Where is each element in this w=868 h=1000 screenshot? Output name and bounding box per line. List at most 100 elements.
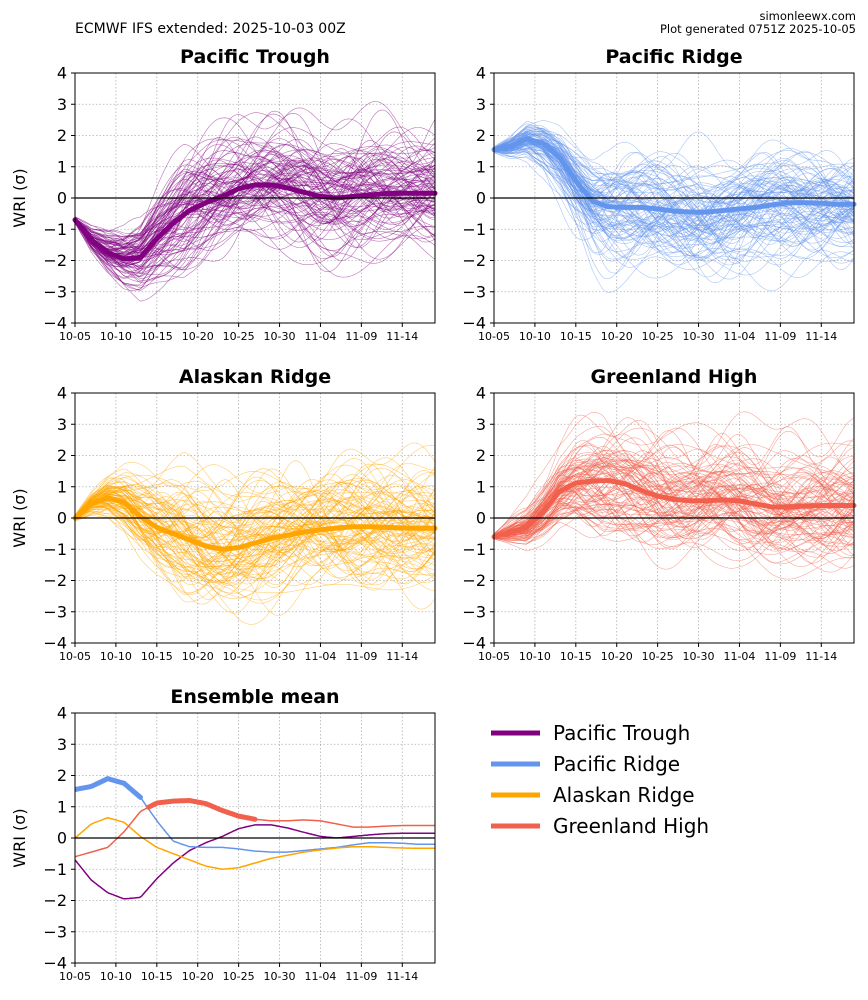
mean-series-line xyxy=(75,817,435,870)
ensemble-member-line xyxy=(75,184,435,267)
ensemble-member-line xyxy=(494,497,854,552)
ensemble-member-line xyxy=(494,143,854,241)
x-tick-label: 11-04 xyxy=(304,650,336,663)
mean-series-line xyxy=(75,799,435,858)
y-tick-label: 4 xyxy=(57,384,67,403)
y-tick-label: −1 xyxy=(43,860,67,879)
x-tick-label: 11-14 xyxy=(805,650,837,663)
ensemble-member-line xyxy=(494,146,854,240)
legend-label: Greenland High xyxy=(553,814,709,838)
ensemble-member-line xyxy=(494,422,854,534)
y-tick-label: 2 xyxy=(57,766,67,785)
y-tick-label: −1 xyxy=(462,540,486,559)
x-tick-label: 10-25 xyxy=(223,650,255,663)
ensemble-member-line xyxy=(494,130,854,197)
ensemble-member-line xyxy=(494,137,854,198)
ensemble-member-line xyxy=(494,484,854,539)
ensemble-member-line xyxy=(494,138,854,260)
mean-series-line xyxy=(75,824,435,900)
ensemble-members xyxy=(494,411,854,580)
ensemble-member-line xyxy=(75,474,435,568)
mean-series xyxy=(75,775,435,900)
ensemble-mean-line xyxy=(491,478,857,540)
ensemble-member-line xyxy=(494,140,854,276)
ensemble-member-line xyxy=(75,487,435,586)
y-tick-label: −3 xyxy=(43,922,67,941)
ensemble-member-line xyxy=(494,414,854,535)
ensemble-member-line xyxy=(75,151,435,264)
y-tick-label: 1 xyxy=(57,477,67,496)
y-tick-label: −4 xyxy=(43,634,67,653)
y-tick-label: 3 xyxy=(57,735,67,754)
ensemble-member-line xyxy=(75,160,435,254)
panel-title: Pacific Trough xyxy=(180,46,330,68)
ensemble-member-line xyxy=(75,174,435,257)
x-tick-label: 10-25 xyxy=(642,330,674,343)
ensemble-member-line xyxy=(75,503,435,601)
x-tick-label: 10-20 xyxy=(601,650,633,663)
y-tick-label: −2 xyxy=(43,891,67,910)
ensemble-member-line xyxy=(494,131,854,226)
x-tick-label: 10-20 xyxy=(182,330,214,343)
ensemble-member-line xyxy=(75,212,435,287)
ensemble-member-line xyxy=(75,463,435,522)
y-tick-label: 2 xyxy=(476,446,486,465)
x-tick-label: 11-14 xyxy=(386,330,418,343)
y-tick-label: 3 xyxy=(476,415,486,434)
x-tick-label: 10-05 xyxy=(59,330,91,343)
ensemble-member-line xyxy=(75,512,435,599)
y-tick-label: −1 xyxy=(43,540,67,559)
ensemble-member-line xyxy=(494,472,854,554)
ensemble-member-line xyxy=(75,194,435,268)
x-tick-label: 10-20 xyxy=(601,330,633,343)
dominant-regime-segment xyxy=(146,797,258,822)
ensemble-member-line xyxy=(494,139,854,259)
ensemble-member-line xyxy=(494,495,854,537)
ensemble-member-line xyxy=(75,131,435,242)
ensemble-member-line xyxy=(494,427,854,537)
ensemble-member-line xyxy=(494,130,854,239)
y-tick-label: 0 xyxy=(476,189,486,208)
ensemble-member-line xyxy=(75,492,435,589)
ensemble-member-line xyxy=(494,411,854,535)
ensemble-member-line xyxy=(75,487,435,585)
legend: Pacific Trough Pacific Ridge Alaskan Ridge… xyxy=(491,721,709,838)
y-tick-label: −3 xyxy=(43,602,67,621)
y-tick-label: 0 xyxy=(476,509,486,528)
site-credit: simonleewx.com xyxy=(759,9,857,23)
y-tick-label: 3 xyxy=(57,415,67,434)
ensemble-member-line xyxy=(75,159,435,254)
ensemble-member-line xyxy=(75,460,435,541)
x-tick-label: 11-09 xyxy=(345,970,377,983)
ensemble-member-line xyxy=(75,508,435,586)
ensemble-member-line xyxy=(75,154,435,248)
ensemble-member-line xyxy=(75,499,435,600)
x-tick-label: 11-09 xyxy=(345,650,377,663)
x-tick-label: 10-20 xyxy=(182,970,214,983)
ensemble-member-line xyxy=(494,426,854,535)
panel-title: Pacific Ridge xyxy=(605,46,742,68)
x-tick-label: 10-30 xyxy=(264,650,296,663)
y-tick-label: 2 xyxy=(476,126,486,145)
ensemble-mean-line xyxy=(491,136,857,215)
y-tick-label: 3 xyxy=(476,95,486,114)
panel-0: −4 −3 −2 −1 0 1 2 3 4 10-05 10-10 10-15 10-20 10-25 10… xyxy=(10,46,438,343)
ensemble-member-line xyxy=(75,167,435,250)
ensemble-member-line xyxy=(75,471,435,532)
ensemble-member-line xyxy=(75,145,435,245)
ensemble-member-line xyxy=(75,180,435,290)
ensemble-members xyxy=(494,119,854,293)
figure-title: ECMWF IFS extended: 2025-10-03 00Z xyxy=(75,21,346,37)
x-tick-label: 10-30 xyxy=(264,970,296,983)
y-axis-label: WRI (σ) xyxy=(10,168,29,227)
x-tick-label: 10-15 xyxy=(141,970,173,983)
x-tick-label: 11-14 xyxy=(386,650,418,663)
y-tick-label: 3 xyxy=(57,95,67,114)
panel-3: −4 −3 −2 −1 0 1 2 3 4 10-05 10-10 10-15 10-20 10-25 10… xyxy=(462,366,857,663)
y-axis-label: WRI (σ) xyxy=(10,488,29,547)
ensemble-member-line xyxy=(75,165,435,280)
y-tick-label: 1 xyxy=(57,157,67,176)
ensemble-member-line xyxy=(75,467,435,540)
ensemble-member-line xyxy=(75,109,435,239)
